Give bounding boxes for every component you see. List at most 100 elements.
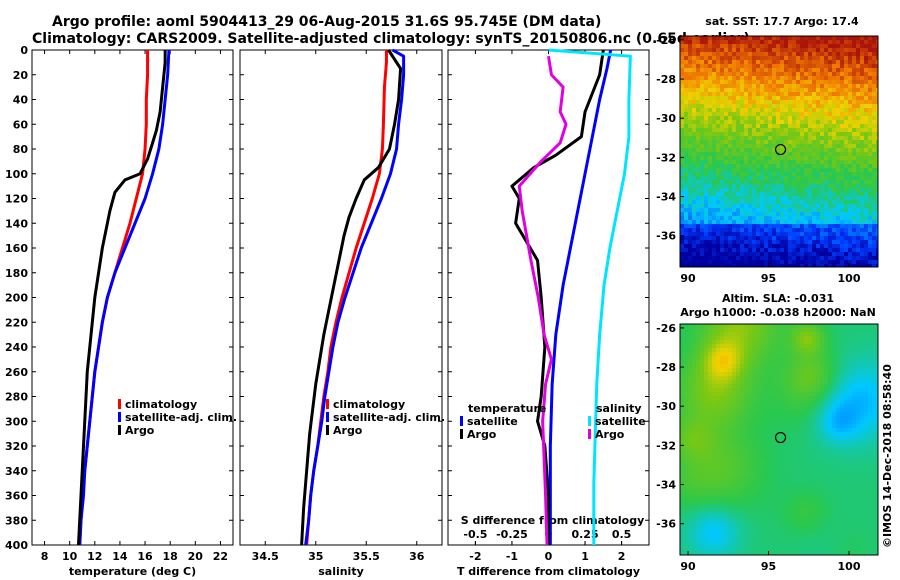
map-cell — [812, 132, 816, 136]
map-cell — [812, 408, 816, 412]
map-cell — [856, 364, 860, 368]
map-cell — [764, 388, 768, 392]
map-cell — [860, 124, 864, 128]
map-cell — [840, 56, 844, 60]
map-cell — [700, 128, 704, 132]
map-cell — [860, 356, 864, 360]
map-cell — [696, 108, 700, 112]
map-cell — [804, 380, 808, 384]
map-cell — [840, 68, 844, 72]
map-cell — [792, 348, 796, 352]
map-cell — [684, 344, 688, 348]
map-cell — [740, 332, 744, 336]
map-cell — [872, 396, 876, 400]
map-cell — [768, 112, 772, 116]
map-cell — [872, 180, 876, 184]
map-cell — [756, 256, 760, 260]
map-cell — [764, 396, 768, 400]
map-cell — [816, 224, 820, 228]
map-cell — [704, 40, 708, 44]
map-cell — [724, 124, 728, 128]
map-cell — [776, 356, 780, 360]
map-cell — [876, 160, 878, 164]
map-cell — [848, 144, 852, 148]
map-cell — [704, 240, 708, 244]
map-cell — [836, 448, 840, 452]
map-cell — [800, 452, 804, 456]
map-cell — [740, 324, 744, 328]
map-cell — [876, 392, 878, 396]
map-cell — [700, 120, 704, 124]
map-cell — [712, 432, 716, 436]
map-cell — [840, 176, 844, 180]
map-cell — [704, 140, 708, 144]
map-cell — [808, 156, 812, 160]
map-cell — [772, 248, 776, 252]
map-cell — [836, 88, 840, 92]
map-cell — [720, 236, 724, 240]
map-cell — [756, 364, 760, 368]
map-cell — [828, 36, 832, 40]
map-cell — [768, 152, 772, 156]
map-cell — [768, 448, 772, 452]
map-cell — [812, 116, 816, 120]
map-cell — [856, 136, 860, 140]
map-cell — [856, 256, 860, 260]
map-cell — [684, 192, 688, 196]
map-cell — [808, 152, 812, 156]
map-cell — [768, 176, 772, 180]
map-cell — [748, 420, 752, 424]
y-tick-label: 400 — [5, 539, 28, 552]
map-cell — [836, 208, 840, 212]
map-cell — [808, 204, 812, 208]
map-cell — [864, 436, 868, 440]
map-cell — [704, 264, 708, 267]
map-cell — [728, 116, 732, 120]
map-cell — [712, 192, 716, 196]
map-cell — [768, 88, 772, 92]
map-cell — [720, 360, 724, 364]
map-cell — [724, 224, 728, 228]
map-cell — [844, 100, 848, 104]
map-cell — [724, 384, 728, 388]
map-cell — [860, 368, 864, 372]
map-cell — [708, 432, 712, 436]
map-cell — [768, 60, 772, 64]
map-cell — [820, 96, 824, 100]
map-cell — [748, 400, 752, 404]
map-cell — [856, 344, 860, 348]
map-cell — [688, 104, 692, 108]
map-cell — [756, 100, 760, 104]
map-cell — [768, 328, 772, 332]
map-cell — [856, 376, 860, 380]
map-cell — [764, 464, 768, 468]
map-cell — [792, 196, 796, 200]
map-cell — [836, 412, 840, 416]
map-cell — [788, 84, 792, 88]
map-cell — [748, 112, 752, 116]
map-cell — [680, 244, 684, 248]
map-cell — [740, 164, 744, 168]
map-cell — [728, 396, 732, 400]
map-cell — [828, 104, 832, 108]
map-cell — [876, 144, 878, 148]
map-cell — [728, 80, 732, 84]
map-cell — [692, 380, 696, 384]
map-cell — [868, 92, 872, 96]
map-cell — [840, 76, 844, 80]
map-cell — [728, 432, 732, 436]
map-cell — [860, 348, 864, 352]
map-cell — [808, 200, 812, 204]
map-cell — [740, 424, 744, 428]
map-cell — [836, 264, 840, 267]
map-cell — [808, 228, 812, 232]
map-cell — [756, 456, 760, 460]
map-cell — [852, 156, 856, 160]
map-cell — [680, 220, 684, 224]
map-cell — [724, 88, 728, 92]
map-cell — [728, 172, 732, 176]
map-cell — [860, 260, 864, 264]
map-cell — [700, 408, 704, 412]
map-cell — [744, 180, 748, 184]
y-tick-label: 80 — [13, 143, 29, 156]
